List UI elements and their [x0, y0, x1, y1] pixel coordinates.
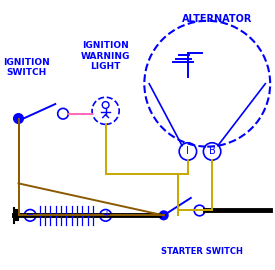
Circle shape — [14, 114, 23, 123]
Text: IGNITION
WARNING
LIGHT: IGNITION WARNING LIGHT — [81, 41, 130, 71]
Text: ALTERNATOR: ALTERNATOR — [182, 14, 252, 24]
Text: B: B — [209, 146, 215, 156]
Text: −: − — [26, 210, 34, 220]
Text: +: + — [102, 210, 110, 220]
Text: I: I — [186, 146, 189, 156]
Text: STARTER SWITCH: STARTER SWITCH — [161, 247, 243, 256]
Circle shape — [159, 211, 168, 220]
Text: IGNITION
SWITCH: IGNITION SWITCH — [3, 58, 49, 77]
